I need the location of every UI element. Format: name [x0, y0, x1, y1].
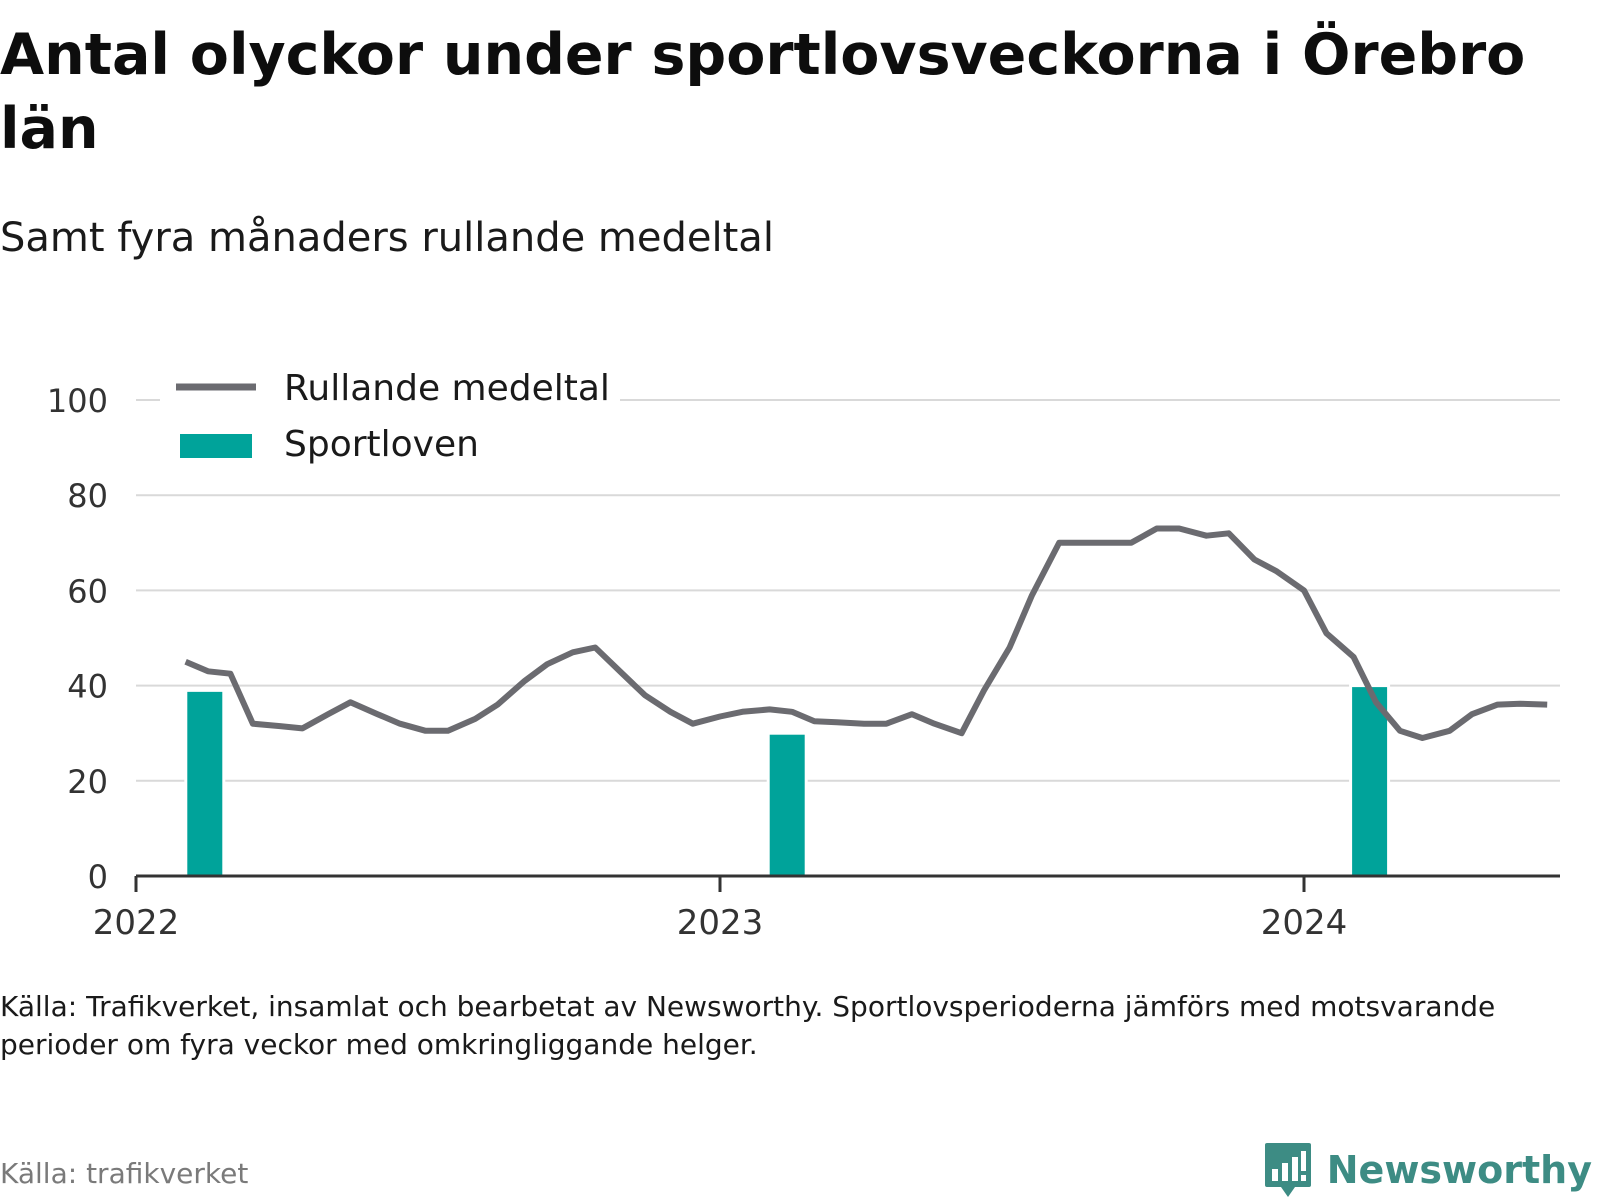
- y-tick-label: 20: [67, 763, 108, 801]
- bar: [766, 731, 808, 878]
- newsworthy-logo-icon: [1264, 1143, 1311, 1197]
- y-tick-label: 60: [67, 572, 108, 610]
- y-tick-label: 0: [88, 858, 108, 896]
- legend-label: Rullande medeltal: [284, 368, 610, 409]
- chart-area: 0 20 40 60 80 100 2022 2023 2024 Rullande medel…: [47, 362, 1560, 943]
- y-tick-label: 100: [47, 382, 108, 420]
- y-axis-ticks: 0 20 40 60 80 100: [47, 382, 108, 896]
- line-series: [184, 525, 1548, 741]
- x-tick-label: 2024: [1261, 903, 1348, 943]
- source-label: Källa: trafikverket: [0, 1157, 249, 1190]
- legend-bar-swatch: [180, 434, 252, 458]
- brand-logo: Newsworthy: [1263, 1140, 1592, 1200]
- x-tick-label: 2023: [677, 903, 764, 943]
- bar: [184, 688, 226, 878]
- x-tick-label: 2022: [93, 903, 180, 943]
- y-tick-label: 80: [67, 477, 108, 515]
- chart-subtitle: Samt fyra månaders rullande medeltal: [0, 215, 774, 261]
- legend-label: Sportloven: [284, 424, 479, 465]
- x-axis: 2022 2023 2024: [93, 874, 1560, 943]
- y-tick-label: 40: [67, 668, 108, 706]
- footnote: Källa: Trafikverket, insamlat och bearbe…: [0, 990, 1496, 1061]
- chart-title: Antal olyckor under sportlovsveckorna i …: [0, 22, 1526, 162]
- brand-name: Newsworthy: [1326, 1148, 1592, 1192]
- series-line: [184, 525, 1548, 741]
- legend: Rullande medeltal Sportloven: [160, 362, 620, 477]
